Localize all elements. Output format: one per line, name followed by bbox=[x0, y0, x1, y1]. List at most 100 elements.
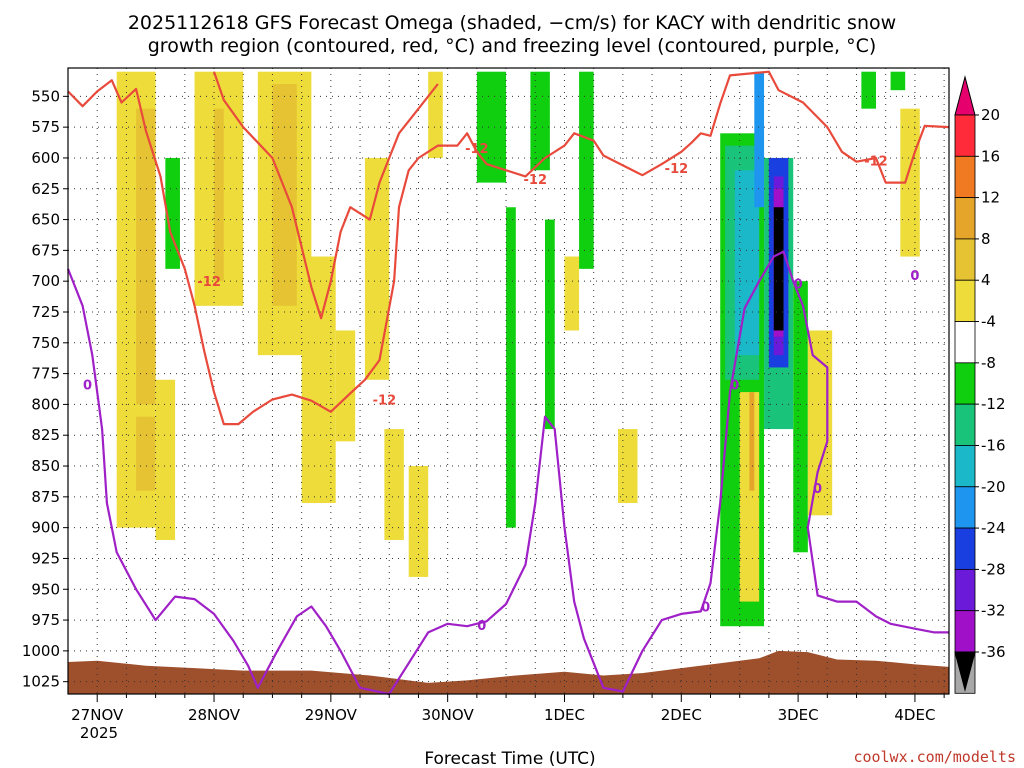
colorbar-label-8: -16 bbox=[981, 436, 1006, 454]
colorbar-swatch-6 bbox=[954, 362, 976, 405]
y-tick-label-675: 675 bbox=[31, 241, 60, 259]
omega-cell-6 bbox=[214, 108, 224, 282]
colorbar-label-6: -8 bbox=[981, 354, 996, 372]
y-tick-label-1000: 1000 bbox=[22, 642, 60, 660]
omega-cell-12 bbox=[384, 429, 404, 540]
y-tick-label-550: 550 bbox=[31, 87, 60, 105]
chart-title-line1: 2025112618 GFS Forecast Omega (shaded, −… bbox=[128, 12, 896, 34]
x-tick-label-4DEC: 4DEC bbox=[894, 706, 935, 724]
omega-cell-13 bbox=[408, 466, 429, 577]
x-tick-label-2DEC: 2DEC bbox=[661, 706, 702, 724]
x-tick-label-27NOV: 27NOV bbox=[71, 706, 124, 724]
omega-cell-21 bbox=[618, 429, 638, 503]
omega-cell-25 bbox=[754, 71, 765, 208]
omega-cell-19 bbox=[564, 256, 580, 331]
colorbar-swatch-0 bbox=[954, 114, 976, 157]
omega-cell-18 bbox=[545, 219, 555, 430]
dendritic-minus12-line bbox=[67, 70, 950, 426]
omega-cell-17 bbox=[530, 71, 550, 171]
plot-frame bbox=[67, 67, 950, 695]
omega-cell-16 bbox=[506, 207, 516, 528]
y-tick-label-775: 775 bbox=[31, 365, 60, 383]
dendritic-minus12-upper-line bbox=[212, 71, 439, 320]
omega-shading bbox=[116, 71, 920, 627]
dendritic-minus12-label-0: -12 bbox=[197, 275, 221, 290]
y-tick-label-650: 650 bbox=[31, 211, 60, 229]
omega-cell-33 bbox=[793, 281, 808, 553]
x-year-label: 2025 bbox=[80, 724, 118, 742]
omega-cell-35 bbox=[861, 71, 876, 109]
colorbar-swatch-5 bbox=[954, 321, 976, 364]
y-tick-label-700: 700 bbox=[31, 272, 60, 290]
colorbar-label-3: 8 bbox=[981, 230, 991, 248]
omega-cell-27 bbox=[749, 392, 755, 491]
x-tick-label-30NOV: 30NOV bbox=[422, 706, 475, 724]
dendritic-minus12-label-3: -12 bbox=[524, 173, 548, 188]
dendritic-minus12-label-5: -12 bbox=[864, 154, 888, 169]
omega-cell-20 bbox=[579, 71, 594, 269]
dendritic-minus12-label-2: -12 bbox=[465, 142, 489, 157]
freezing-level-0-label-2: 0 bbox=[701, 601, 710, 616]
omega-cell-32 bbox=[773, 207, 784, 331]
y-tick-label-825: 825 bbox=[31, 426, 60, 444]
y-tick-label-900: 900 bbox=[31, 519, 60, 537]
omega-cell-8 bbox=[272, 84, 297, 306]
colorbar-swatch-9 bbox=[954, 486, 976, 529]
omega-cell-10 bbox=[335, 330, 356, 442]
colorbar-label-11: -28 bbox=[981, 560, 1006, 578]
y-tick-label-875: 875 bbox=[31, 488, 60, 506]
omega-cell-3 bbox=[165, 157, 180, 269]
freezing-level-0-label-4: 0 bbox=[794, 278, 803, 293]
colorbar-label-13: -36 bbox=[981, 643, 1006, 661]
colorbar-swatch-2 bbox=[954, 197, 976, 240]
y-tick-label-750: 750 bbox=[31, 334, 60, 352]
x-tick-label-1DEC: 1DEC bbox=[544, 706, 585, 724]
y-tick-label-625: 625 bbox=[31, 180, 60, 198]
colorbar-top-arrow bbox=[954, 75, 976, 116]
colorbar-label-10: -24 bbox=[981, 519, 1006, 537]
colorbar-bottom-arrow bbox=[954, 651, 976, 692]
omega-cell-2 bbox=[136, 416, 156, 491]
y-tick-label-925: 925 bbox=[31, 549, 60, 567]
terrain-fill bbox=[68, 650, 949, 694]
omega-cell-1 bbox=[136, 108, 156, 405]
y-tick-label-600: 600 bbox=[31, 149, 60, 167]
freezing-level-0-label-6: 0 bbox=[910, 269, 919, 284]
freezing-level-0-line bbox=[66, 250, 949, 696]
freezing-level-0-label-0: 0 bbox=[83, 379, 92, 394]
colorbar-label-4: 4 bbox=[981, 271, 991, 289]
colorbar-label-1: 16 bbox=[981, 147, 1000, 165]
colorbar-label-7: -12 bbox=[981, 395, 1006, 413]
colorbar-swatch-11 bbox=[954, 568, 976, 612]
y-tick-label-850: 850 bbox=[31, 457, 60, 475]
colorbar-swatch-10 bbox=[954, 527, 976, 570]
colorbar-label-0: 20 bbox=[981, 106, 1000, 124]
omega-cell-4 bbox=[155, 379, 176, 540]
contours: -12 -12 -12 -12 -12 -12 0 0 0 0 0 0 0 bbox=[66, 70, 950, 696]
chart-title-line2: growth region (contoured, red, °C) and f… bbox=[148, 35, 877, 57]
terrain-surface bbox=[68, 650, 949, 694]
x-tick-label-3DEC: 3DEC bbox=[778, 706, 819, 724]
colorbar-swatch-1 bbox=[954, 155, 976, 199]
omega-cell-15 bbox=[476, 71, 507, 183]
y-tick-label-725: 725 bbox=[31, 303, 60, 321]
omega-cell-36 bbox=[890, 71, 906, 91]
colorbar-swatch-8 bbox=[954, 445, 976, 488]
x-axis-title: Forecast Time (UTC) bbox=[424, 749, 595, 768]
y-tick-label-1025: 1025 bbox=[22, 673, 60, 691]
colorbar-swatch-12 bbox=[954, 610, 976, 653]
colorbar-swatch-3 bbox=[954, 238, 976, 281]
dendritic-minus12-label-4: -12 bbox=[665, 162, 689, 177]
x-tick-label-28NOV: 28NOV bbox=[188, 706, 241, 724]
x-axis: 27NOV 28NOV 29NOV 30NOV 1DEC 2DEC 3DEC 4DEC bbox=[71, 694, 945, 724]
omega-cell-9 bbox=[301, 256, 336, 503]
y-tick-label-950: 950 bbox=[31, 580, 60, 598]
colorbar-swatch-7 bbox=[954, 403, 976, 446]
y-tick-label-575: 575 bbox=[31, 118, 60, 136]
colorbar-swatch-4 bbox=[954, 279, 976, 322]
colorbar-label-5: -4 bbox=[981, 313, 996, 331]
y-tick-label-800: 800 bbox=[31, 395, 60, 413]
freezing-level-0-label-1: 0 bbox=[477, 619, 486, 634]
y-tick-label-975: 975 bbox=[31, 611, 60, 629]
